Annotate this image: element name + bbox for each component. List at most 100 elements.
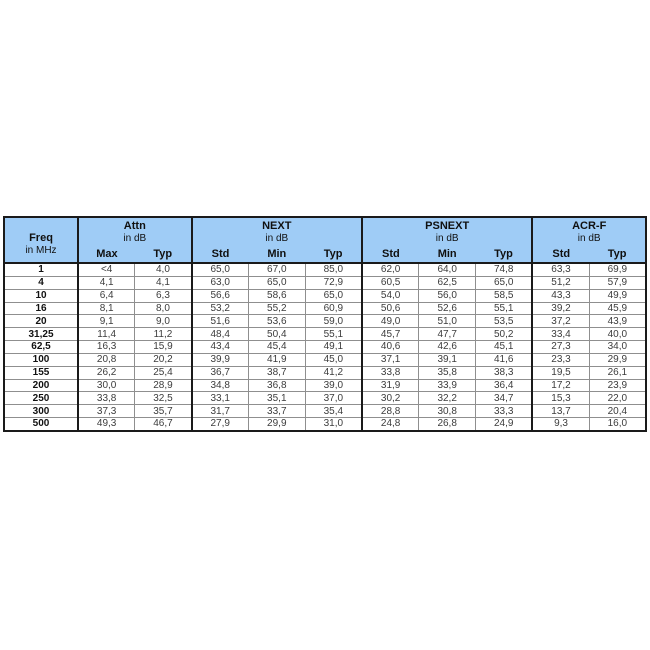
freq-cell: 155	[3, 365, 79, 380]
value-cell: 23,9	[588, 378, 647, 393]
value-cell: 32,2	[418, 391, 477, 406]
value-cell: 38,7	[247, 365, 306, 380]
freq-cell: 16	[3, 301, 79, 316]
value-cell: 45,1	[475, 340, 533, 354]
freq-cell: 4	[3, 275, 79, 290]
table-row: 200 30,0 28,9 34,8 36,8 39,0 31,9 33,9 36,4 17,2 2…	[3, 378, 647, 393]
value-cell: 9,3	[531, 417, 590, 432]
value-cell: 51,6	[190, 314, 249, 329]
value-cell: 55,1	[304, 327, 363, 342]
value-cell: 42,6	[418, 340, 477, 354]
subheader-psnext-std: Std	[360, 247, 419, 264]
value-cell: 28,8	[360, 404, 420, 418]
value-cell: 37,3	[77, 404, 136, 418]
value-cell: 27,3	[531, 340, 590, 354]
value-cell: 49,1	[304, 340, 363, 354]
value-cell: 32,5	[134, 391, 193, 406]
table-row: 500 49,3 46,7 27,9 29,9 31,0 24,8 26,8 24,9 9,3 16…	[3, 417, 647, 432]
table-body: 1 <4 4,0 65,0 67,0 85,0 62,0 64,0 74,8 63,3 69,9 4 4…	[3, 262, 647, 432]
value-cell: 36,4	[475, 378, 533, 393]
value-cell: 26,2	[77, 365, 136, 380]
value-cell: 34,8	[190, 378, 249, 393]
value-cell: 31,9	[360, 378, 420, 393]
value-cell: 27,9	[190, 417, 249, 432]
value-cell: 67,0	[247, 262, 306, 277]
value-cell: 33,9	[418, 378, 477, 393]
value-cell: 40,0	[588, 327, 647, 342]
value-cell: 6,3	[134, 288, 193, 303]
value-cell: 20,4	[588, 404, 647, 418]
cable-spec-table: Freq in MHz Attn in dB NEXT in dB	[3, 216, 647, 432]
value-cell: 34,0	[588, 340, 647, 354]
value-cell: 20,8	[77, 352, 136, 367]
freq-cell: 10	[3, 288, 79, 303]
table-row: 20 9,1 9,0 51,6 53,6 59,0 49,0 51,0 53,5 37,2 43,9	[3, 314, 647, 329]
group-label-acrf: ACR-F	[572, 220, 607, 232]
value-cell: 31,7	[190, 404, 249, 418]
value-cell: 33,1	[190, 391, 249, 406]
value-cell: 65,0	[247, 275, 306, 290]
group-header-psnext: PSNEXT in dB	[360, 217, 533, 247]
value-cell: 65,0	[190, 262, 249, 277]
value-cell: 39,9	[190, 352, 249, 367]
value-cell: 45,7	[360, 327, 420, 342]
subheader-next-min: Min	[248, 247, 306, 264]
subheader-attn-typ: Typ	[134, 247, 192, 264]
value-cell: 55,2	[247, 301, 306, 316]
value-cell: 50,2	[475, 327, 533, 342]
value-cell: 62,5	[418, 275, 477, 290]
subheader-psnext-typ: Typ	[475, 247, 533, 264]
value-cell: 37,1	[360, 352, 420, 367]
freq-cell: 31,25	[3, 327, 79, 342]
value-cell: 52,6	[418, 301, 477, 316]
table-row: 1 <4 4,0 65,0 67,0 85,0 62,0 64,0 74,8 63,3 69,9	[3, 262, 647, 277]
value-cell: 63,3	[531, 262, 590, 277]
freq-cell: 20	[3, 314, 79, 329]
freq-cell: 100	[3, 352, 79, 367]
group-header-attn: Attn in dB	[77, 217, 192, 247]
value-cell: 15,9	[134, 340, 193, 354]
group-unit-acrf: in dB	[577, 233, 601, 244]
value-cell: 34,7	[475, 391, 533, 406]
value-cell: 25,4	[134, 365, 193, 380]
value-cell: 65,0	[304, 288, 363, 303]
value-cell: 26,1	[588, 365, 647, 380]
freq-cell: 1	[3, 262, 79, 277]
value-cell: 45,9	[588, 301, 647, 316]
freq-cell: 200	[3, 378, 79, 393]
value-cell: 60,5	[360, 275, 420, 290]
table-row: 250 33,8 32,5 33,1 35,1 37,0 30,2 32,2 34,7 15,3 2…	[3, 391, 647, 406]
value-cell: 51,0	[418, 314, 477, 329]
subheader-next-std: Std	[190, 247, 249, 264]
value-cell: 49,3	[77, 417, 136, 432]
table-row: 10 6,4 6,3 56,6 58,6 65,0 54,0 56,0 58,5 43,3 49,9	[3, 288, 647, 303]
value-cell: 26,8	[418, 417, 477, 432]
value-cell: 11,2	[134, 327, 193, 342]
freq-cell: 62,5	[3, 340, 79, 354]
freq-cell: 500	[3, 417, 79, 432]
value-cell: 85,0	[304, 262, 363, 277]
value-cell: 24,9	[475, 417, 533, 432]
value-cell: 4,1	[77, 275, 136, 290]
table-row: 100 20,8 20,2 39,9 41,9 45,0 37,1 39,1 41,6 23,3 2…	[3, 352, 647, 367]
value-cell: 31,0	[304, 417, 363, 432]
value-cell: 36,8	[247, 378, 306, 393]
value-cell: 56,6	[190, 288, 249, 303]
value-cell: 39,1	[418, 352, 477, 367]
subheader-acrf-typ: Typ	[589, 247, 646, 264]
value-cell: 8,0	[134, 301, 193, 316]
value-cell: 24,8	[360, 417, 420, 432]
value-cell: 72,9	[304, 275, 363, 290]
value-cell: 6,4	[77, 288, 136, 303]
value-cell: 63,0	[190, 275, 249, 290]
value-cell: 53,6	[247, 314, 306, 329]
value-cell: 39,0	[304, 378, 363, 393]
subheader-psnext-min: Min	[418, 247, 476, 264]
group-header-acrf: ACR-F in dB	[531, 217, 646, 247]
freq-header-title: Freq	[29, 232, 53, 244]
freq-header-unit: in MHz	[25, 245, 57, 256]
value-cell: 50,6	[360, 301, 420, 316]
group-label-psnext: PSNEXT	[425, 220, 470, 232]
value-cell: 29,9	[247, 417, 306, 432]
